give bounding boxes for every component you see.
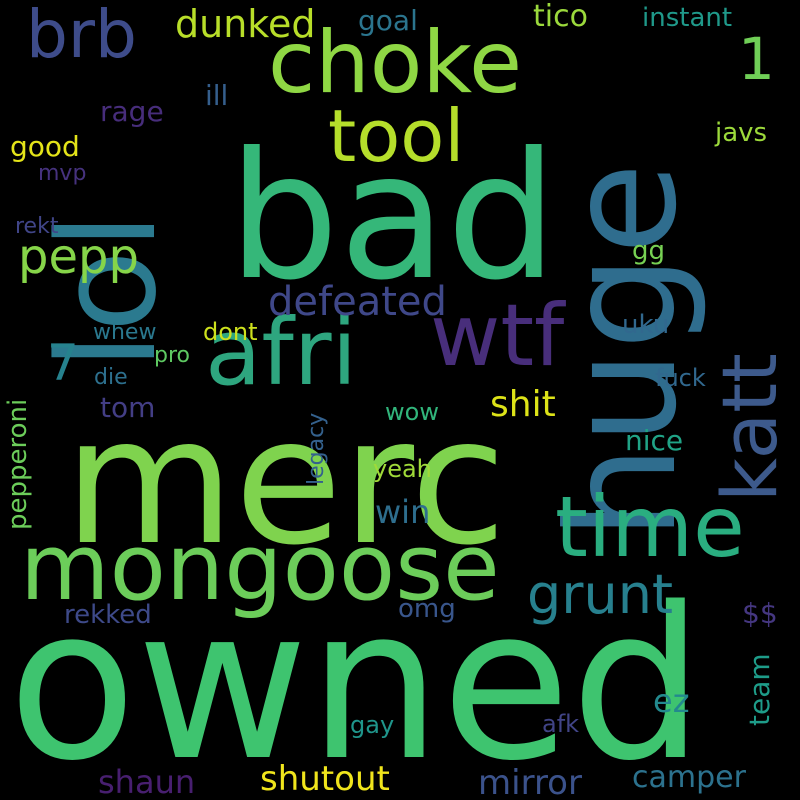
word-brb: brb: [26, 0, 137, 73]
word-javs: javs: [715, 118, 768, 148]
word-yeah: yeah: [373, 455, 432, 483]
word-pepp: pepp: [18, 229, 139, 285]
word-ill: ill: [205, 79, 229, 112]
word-tico: tico: [533, 0, 588, 34]
word-gg: gg: [632, 236, 666, 266]
word-gay: gay: [350, 711, 395, 739]
word-pro: pro: [154, 343, 190, 368]
word-rekt: rekt: [15, 214, 59, 239]
word-choke: choke: [268, 13, 523, 113]
word-rage: rage: [100, 95, 164, 128]
word-team: team: [743, 653, 776, 726]
word-omg: omg: [398, 594, 456, 624]
word-defeated: defeated: [268, 279, 447, 325]
word-ez: ez: [653, 682, 690, 720]
word-instant: instant: [642, 3, 733, 33]
word-wtf: wtf: [430, 286, 565, 386]
word-shaun: shaun: [98, 763, 196, 800]
word-grunt: grunt: [527, 563, 674, 626]
word-7: 7: [47, 334, 79, 392]
word-mvp: mvp: [38, 161, 87, 186]
word-mongoose: mongoose: [20, 514, 500, 621]
word-shutout: shutout: [260, 759, 390, 799]
word-legacy: legacy: [304, 412, 329, 485]
word-camper: camper: [632, 760, 746, 795]
word-shit: shit: [490, 384, 556, 425]
word-katt: katt: [705, 353, 794, 502]
word-dont: dont: [203, 318, 258, 346]
word-afk: afk: [542, 710, 580, 738]
word-rekked: rekked: [64, 600, 152, 630]
word-tom: tom: [100, 391, 156, 424]
word-dunked: dunked: [175, 2, 316, 46]
word-dollars: $$: [742, 597, 778, 630]
word-tool: tool: [328, 94, 465, 178]
word-wow: wow: [385, 398, 439, 426]
word-bad: bad: [228, 116, 558, 319]
word-goal: goal: [358, 4, 418, 37]
word-mirror: mirror: [478, 763, 582, 800]
word-uku: uku: [622, 310, 670, 340]
word-die: die: [94, 365, 128, 390]
word-pepperoni: pepperoni: [3, 398, 33, 530]
word-1: 1: [738, 25, 775, 93]
word-fuck: fuck: [655, 364, 706, 392]
word-good: good: [10, 130, 80, 163]
word-whew: whew: [93, 320, 157, 345]
word-owned: owned: [8, 562, 704, 800]
word-merc: merc: [64, 381, 507, 584]
word-nice: nice: [625, 424, 684, 457]
word-time: time: [555, 478, 745, 576]
word-afri: afri: [205, 299, 358, 406]
word-win: win: [375, 493, 431, 531]
